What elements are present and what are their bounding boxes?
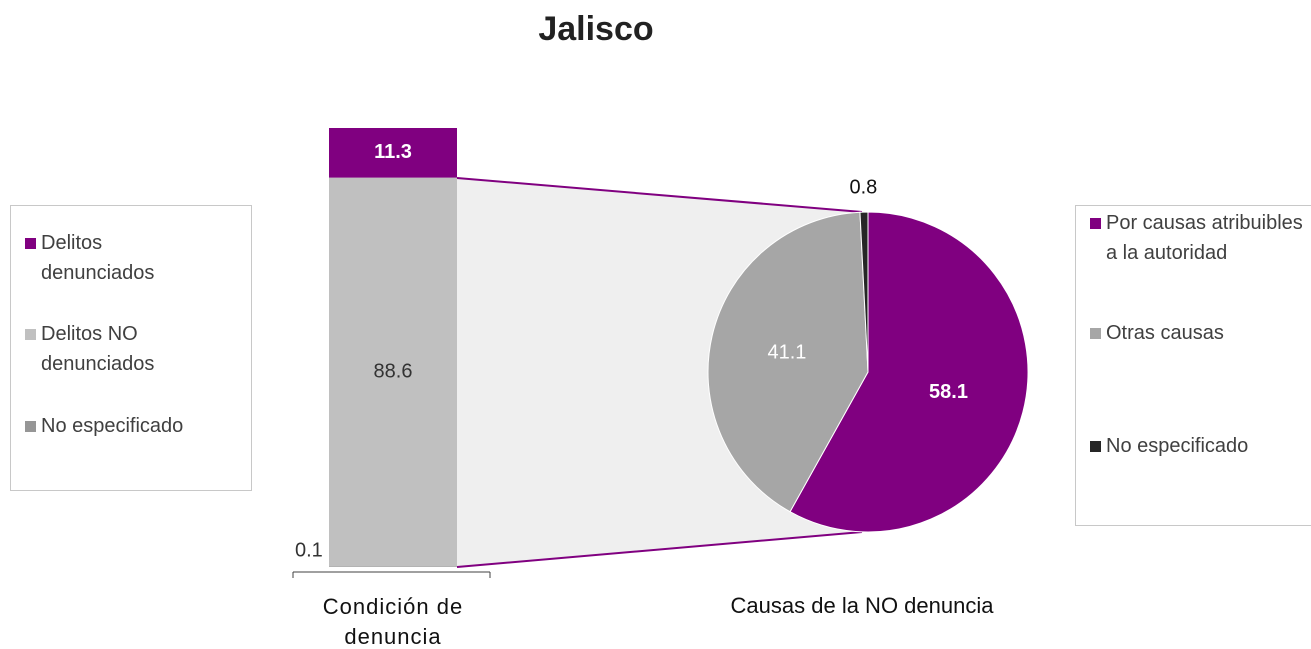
legend-item: Delitos NO denunciados — [25, 319, 191, 379]
data-label: 0.1 — [295, 539, 323, 561]
pie-slice — [707, 211, 869, 513]
legend-item: Por causas atribuibles a la autoridad — [1090, 208, 1306, 268]
data-label: 11.3 — [374, 141, 412, 163]
legend: Por causas atribuibles a la autoridad Otr… — [1075, 205, 1311, 526]
x-axis — [292, 571, 491, 578]
data-label: 58.1 — [929, 381, 968, 403]
x-tick-label-line: Condición de — [323, 594, 463, 619]
pie-caption: Causas de la NO denuncia — [731, 593, 995, 618]
x-tick-label: Condición de denuncia — [323, 594, 463, 649]
legend-label: Por causas atribuibles a la autoridad — [1106, 212, 1303, 264]
bar-segment — [329, 177, 457, 567]
data-label: 41.1 — [768, 341, 807, 363]
pie-slice — [859, 211, 869, 373]
legend-label: No especificado — [1106, 435, 1249, 457]
legend-label: Delitos denunciados — [41, 232, 155, 284]
legend-item: No especificado — [1090, 431, 1306, 461]
legend-swatch — [25, 329, 36, 340]
legend: Delitos denunciados Delitos NO denunciado… — [10, 205, 252, 491]
pie-slice — [789, 211, 1029, 533]
legend-item: Otras causas — [1090, 318, 1306, 348]
legend-label: Delitos NO denunciados — [41, 323, 155, 375]
legend-swatch — [1090, 218, 1101, 229]
legend-label: Otras causas — [1106, 322, 1224, 344]
legend-swatch — [1090, 441, 1101, 452]
legend-item: Delitos denunciados — [25, 228, 191, 288]
x-tick-label-line: denuncia — [344, 624, 441, 649]
legend-swatch — [25, 421, 36, 432]
data-label: 0.8 — [849, 176, 877, 198]
data-label: 88.6 — [374, 360, 413, 382]
connector-line — [456, 177, 863, 213]
bar-segment — [329, 128, 457, 178]
legend-item: No especificado — [25, 411, 261, 441]
legend-label: No especificado — [41, 415, 184, 437]
legend-swatch — [25, 238, 36, 249]
legend-swatch — [1090, 328, 1101, 339]
connector-line — [456, 531, 863, 568]
chart-title: Jalisco — [538, 10, 653, 48]
